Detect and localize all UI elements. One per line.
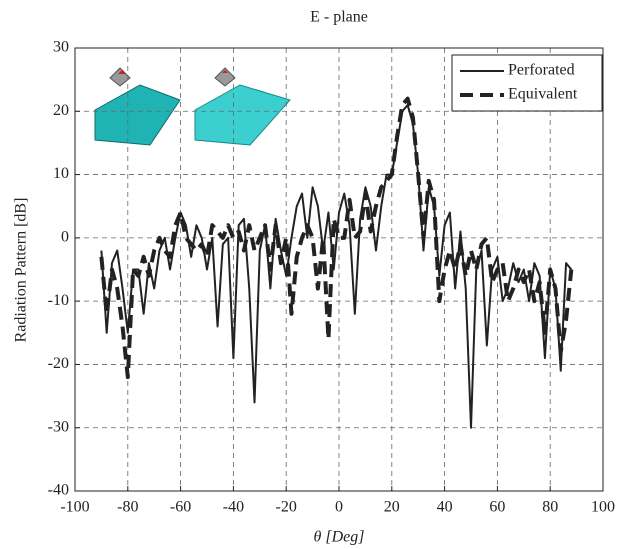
- y-tick-label: 10: [53, 165, 69, 182]
- inset-feed-top: [118, 70, 126, 74]
- chart-title: E - plane: [310, 9, 368, 26]
- y-tick-label: 0: [61, 229, 69, 246]
- x-tick-label: 60: [489, 499, 505, 516]
- y-tick-label: 30: [53, 39, 69, 56]
- inset-perforated: [94, 84, 181, 146]
- y-axis-label: Radiation Pattern [dB]: [13, 198, 30, 343]
- x-tick-label: -60: [170, 499, 191, 516]
- x-tick-label: -80: [117, 499, 138, 516]
- x-tick-label: 0: [335, 499, 343, 516]
- inset-feed: [214, 67, 236, 87]
- x-tick-label: 100: [591, 499, 615, 516]
- y-tick-label: -10: [48, 292, 69, 309]
- legend-box: [451, 54, 603, 112]
- inset-equivalent: [194, 84, 291, 146]
- x-tick-label: 80: [542, 499, 558, 516]
- legend-label: Perforated: [508, 62, 575, 79]
- data-line: [100, 103, 573, 429]
- legend-label: Equivalent: [508, 86, 578, 103]
- inset-feed-top: [222, 70, 228, 73]
- plot-frame: [74, 47, 604, 492]
- y-tick-label: 20: [53, 102, 69, 119]
- y-tick-label: -40: [48, 482, 69, 499]
- x-tick-label: 40: [437, 499, 453, 516]
- x-tick-label: -20: [276, 499, 297, 516]
- data-line: [99, 96, 574, 380]
- y-tick-label: -30: [48, 418, 69, 435]
- x-tick-label: -100: [60, 499, 89, 516]
- x-tick-label: 20: [384, 499, 400, 516]
- y-tick-label: -20: [48, 355, 69, 372]
- inset-feed: [109, 67, 131, 87]
- x-axis-label: θ [Deg]: [314, 529, 365, 546]
- inset-images: [94, 67, 291, 146]
- x-tick-label: -40: [223, 499, 244, 516]
